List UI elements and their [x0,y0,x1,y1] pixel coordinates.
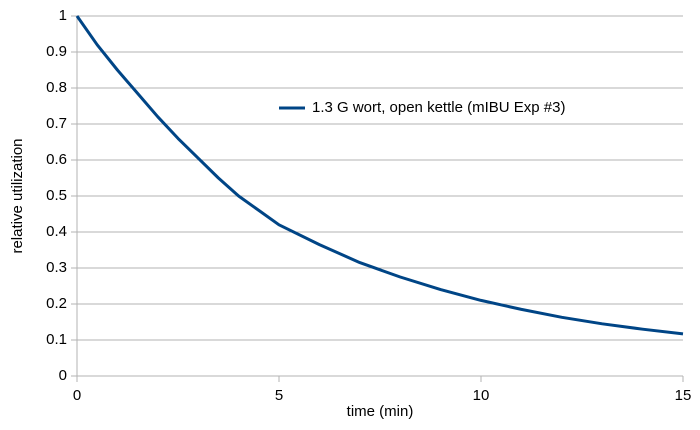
legend-label: 1.3 G wort, open kettle (mIBU Exp #3) [312,99,565,116]
x-tick-label: 10 [473,387,490,404]
y-tick-label: 0.7 [46,115,67,132]
y-tick-label: 1 [59,7,67,24]
y-tick-label: 0.4 [46,223,67,240]
y-tick-label: 0.2 [46,295,67,312]
y-tick-label: 0.1 [46,331,67,348]
x-tick-label: 5 [275,387,283,404]
x-axis-label: time (min) [347,403,414,420]
y-tick-label: 0.8 [46,79,67,96]
y-tick-label: 0.9 [46,43,67,60]
y-axis-label: relative utilization [9,138,26,253]
data-line [75,15,684,336]
y-tick-label: 0.6 [46,151,67,168]
x-tick-label: 15 [675,387,692,404]
y-tick-label: 0.5 [46,187,67,204]
y-tick-label: 0.3 [46,259,67,276]
y-tick-label: 0 [59,367,67,384]
x-tick-label: 0 [73,387,81,404]
